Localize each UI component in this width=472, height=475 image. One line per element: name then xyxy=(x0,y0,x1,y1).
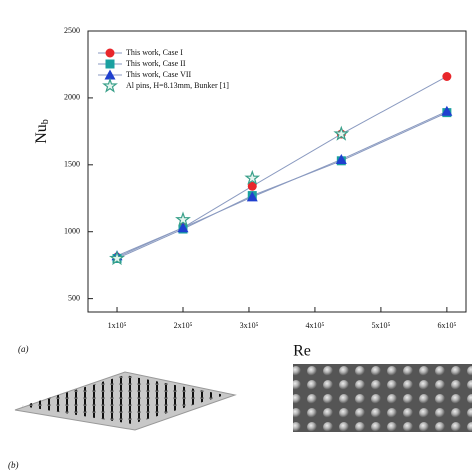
legend-marker xyxy=(105,59,115,69)
x-tick-label: 3x10⁵ xyxy=(240,321,259,330)
series-line xyxy=(116,76,448,258)
marker xyxy=(441,105,453,116)
y-tick-label: 2000 xyxy=(64,93,80,102)
pin-array-render xyxy=(14,371,237,431)
y-tick-label: 2500 xyxy=(64,26,80,35)
pin-array-photo xyxy=(293,364,472,432)
marker xyxy=(333,125,350,141)
series-line xyxy=(116,112,448,259)
marker xyxy=(246,191,258,202)
marker xyxy=(244,169,261,185)
y-tick-label: 1000 xyxy=(64,227,80,236)
x-axis-label: Re xyxy=(293,343,311,360)
panel-label: (b) xyxy=(8,460,19,470)
y-axis-label-main: Nu xyxy=(33,124,50,144)
legend-marker xyxy=(104,69,116,80)
marker xyxy=(175,211,191,227)
y-tick-label: 500 xyxy=(68,293,80,302)
x-tick-label: 2x10⁵ xyxy=(174,321,193,330)
legend-marker xyxy=(102,77,118,93)
x-tick-label: 6x10⁵ xyxy=(437,321,456,330)
marker xyxy=(109,250,125,266)
legend-label: This work, Case I xyxy=(126,48,183,57)
panel-label: (a) xyxy=(18,344,29,354)
legend-label: This work, Case II xyxy=(126,59,186,68)
marker xyxy=(442,71,452,81)
plot: 500 1000 1500 2000 2500 1x10⁵ 2x10⁵ 3x10⁵ 4x10⁵ 5… xyxy=(33,26,467,360)
legend-marker xyxy=(105,48,115,58)
marker xyxy=(247,181,257,191)
y-axis-label: Nub xyxy=(33,119,52,144)
x-tick-label: 4x10⁵ xyxy=(306,321,325,330)
y-axis-label-sub: b xyxy=(40,119,51,124)
plot-frame xyxy=(87,30,467,313)
marker xyxy=(335,153,347,164)
x-tick-label: 1x10⁵ xyxy=(108,321,127,330)
y-tick-label: 1500 xyxy=(64,160,80,169)
x-tick-label: 5x10⁵ xyxy=(372,321,391,330)
legend-label: Al pins, H=8.13mm, Bunker [1] xyxy=(126,81,229,90)
marker xyxy=(177,222,189,233)
legend-label: This work, Case VII xyxy=(126,70,192,79)
